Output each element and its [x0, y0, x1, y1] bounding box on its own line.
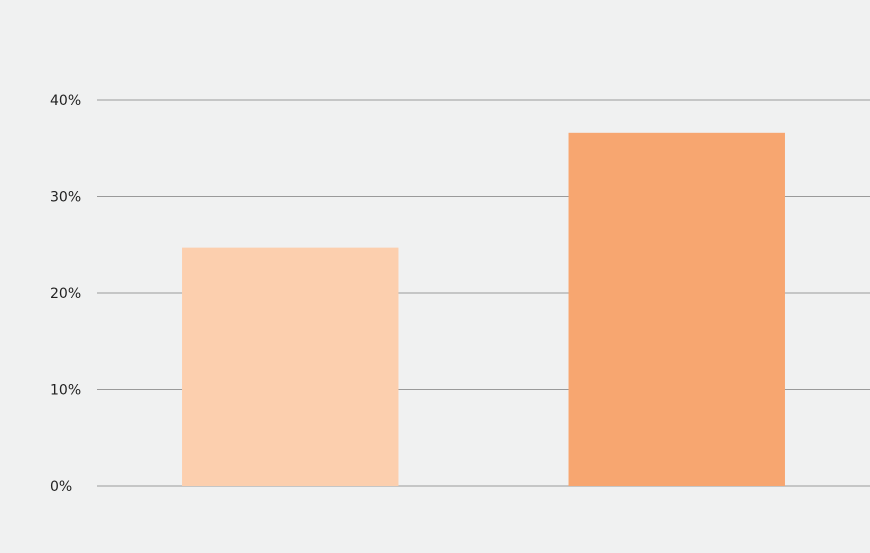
- y-tick-labels: 0% 10% 20% 30% 40%: [50, 93, 81, 495]
- bar-1: [182, 247, 399, 486]
- bars: [182, 132, 785, 486]
- y-tick-label: 0%: [50, 479, 72, 495]
- y-tick-label: 20%: [50, 286, 81, 302]
- y-tick-label: 40%: [50, 93, 81, 109]
- bar-2: [568, 132, 785, 486]
- y-tick-label: 10%: [50, 383, 81, 399]
- y-tick-label: 30%: [50, 190, 81, 206]
